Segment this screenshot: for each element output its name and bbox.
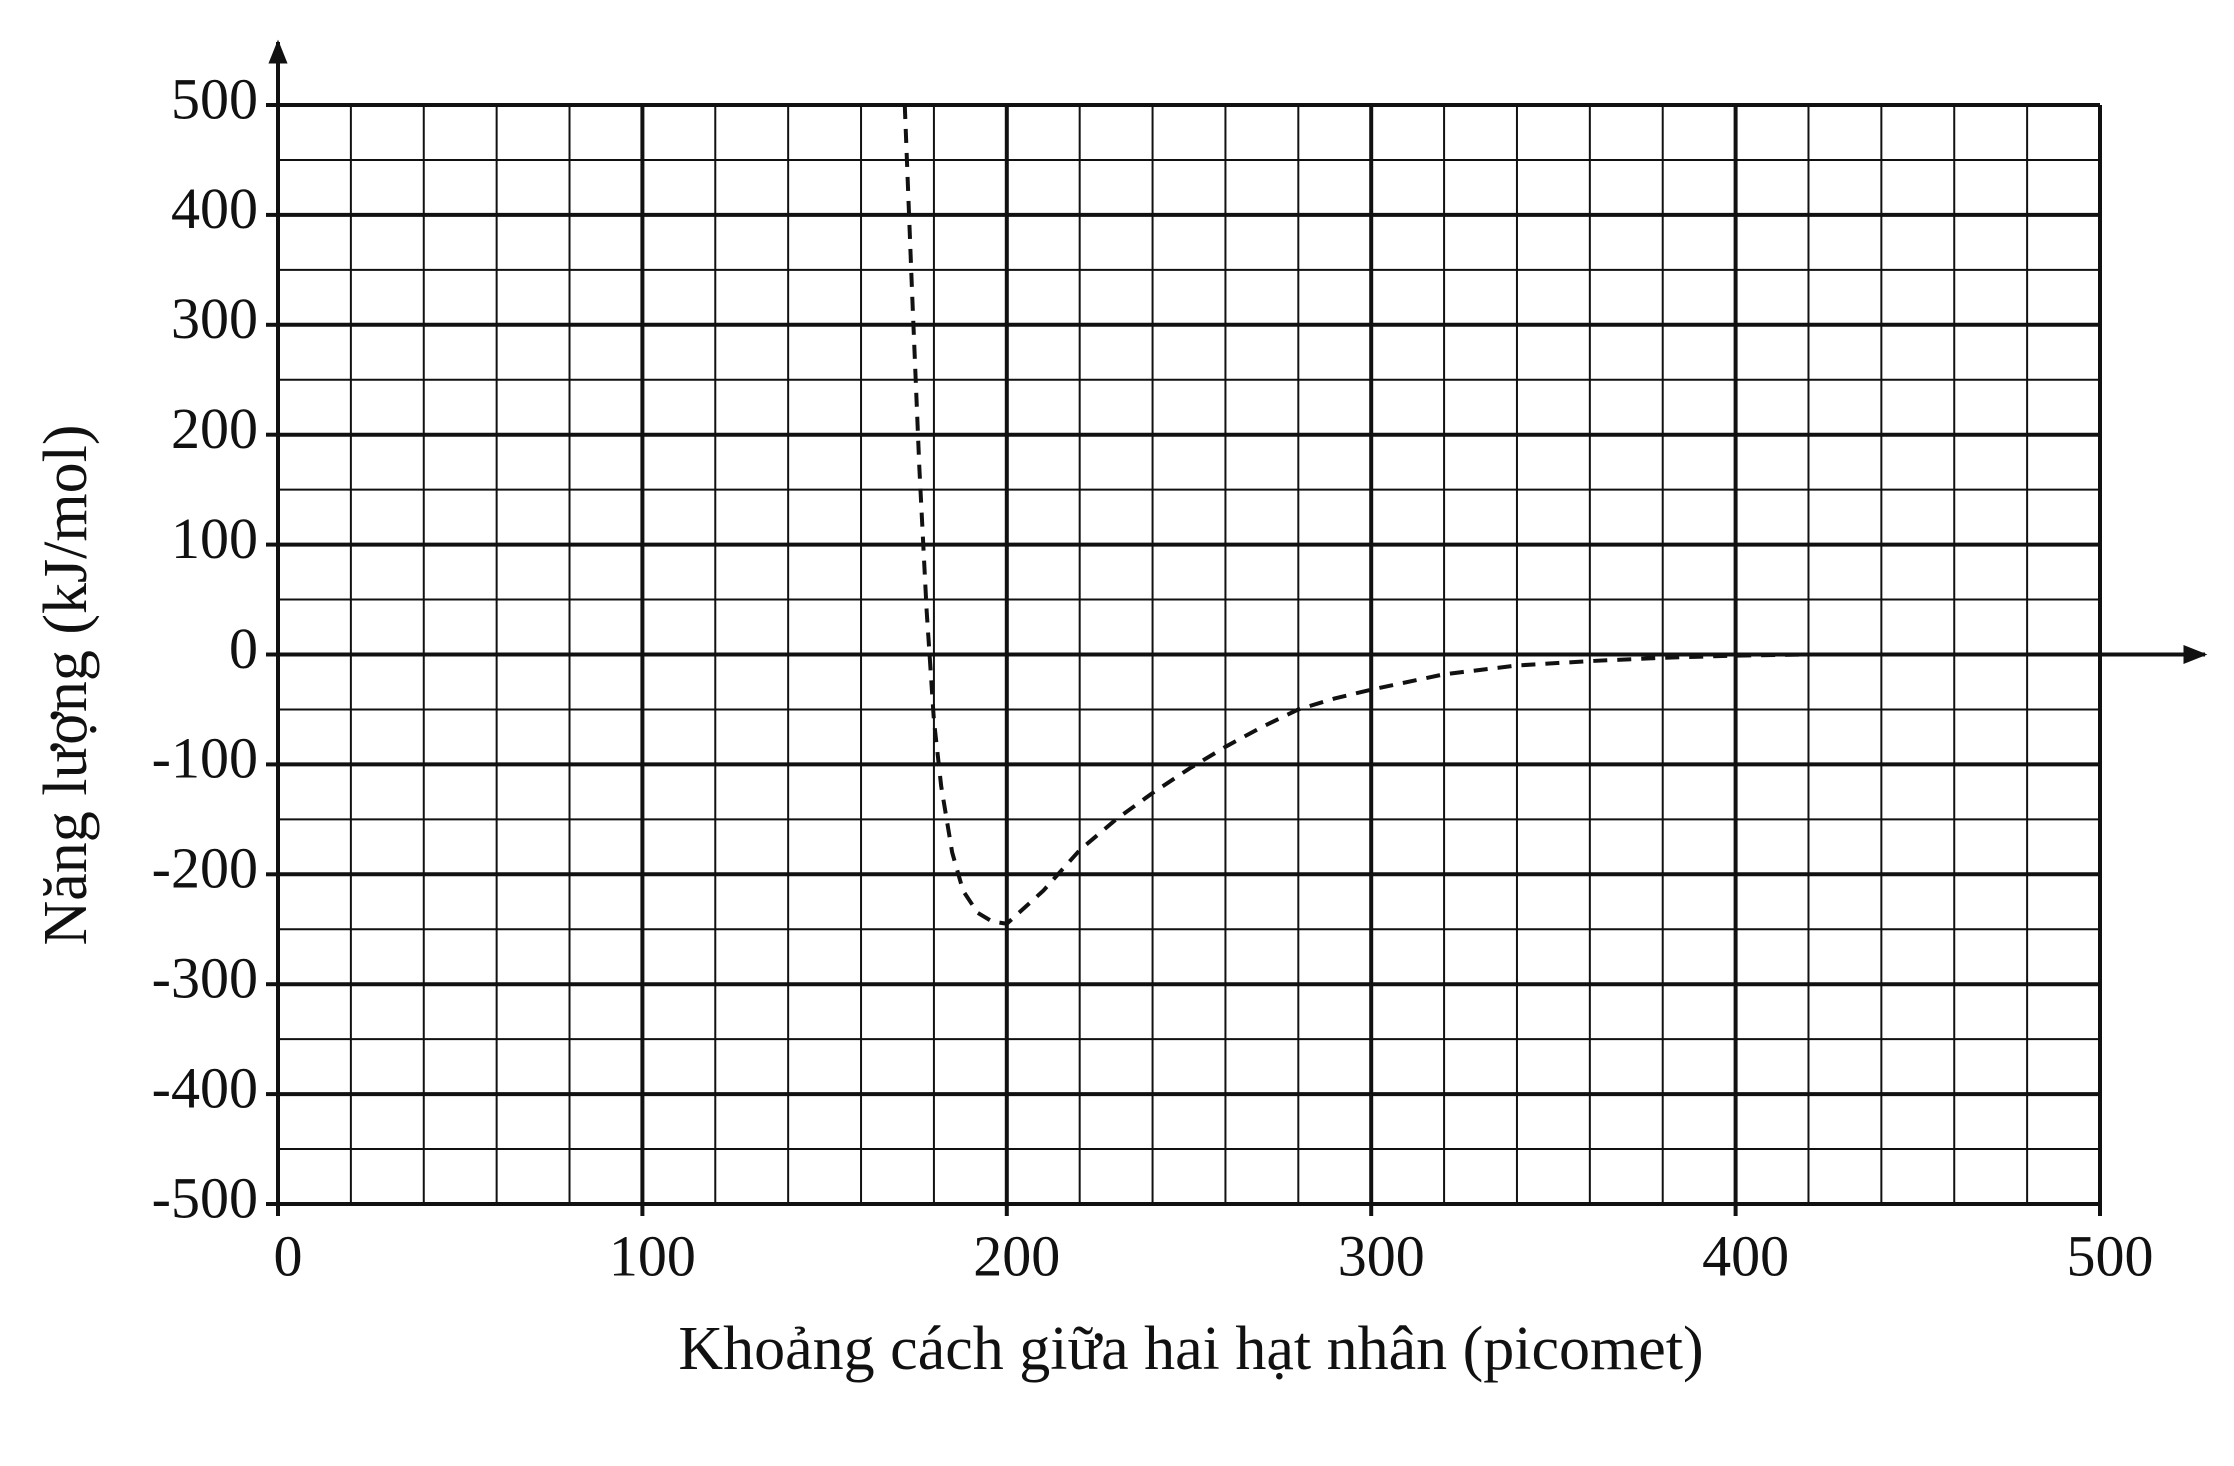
y-axis-label: Năng lượng (kJ/mol)	[32, 424, 100, 945]
y-tick-label: -400	[152, 1055, 258, 1120]
y-tick-label: -500	[152, 1165, 258, 1230]
y-tick-label: 300	[171, 286, 258, 351]
y-tick-label: -300	[152, 946, 258, 1011]
y-tick-label: 0	[229, 616, 258, 681]
x-tick-label: 100	[609, 1223, 696, 1288]
x-axis-label: Khoảng cách giữa hai hạt nhân (picomet)	[678, 1315, 1703, 1383]
y-tick-label: 100	[171, 506, 258, 571]
y-tick-label: 400	[171, 176, 258, 241]
data-line	[902, 104, 1882, 926]
y-tick-label: -200	[152, 836, 258, 901]
x-tick-label: 300	[1338, 1223, 1425, 1288]
y-tick-label: -100	[152, 726, 258, 791]
x-tick-label: 0	[274, 1223, 303, 1288]
x-tick-label: 200	[973, 1223, 1060, 1288]
x-tick-label: 400	[1702, 1223, 1789, 1288]
y-tick-label: 200	[171, 396, 258, 461]
x-tick-label: 500	[2067, 1223, 2154, 1288]
y-tick-label: 500	[171, 66, 258, 131]
